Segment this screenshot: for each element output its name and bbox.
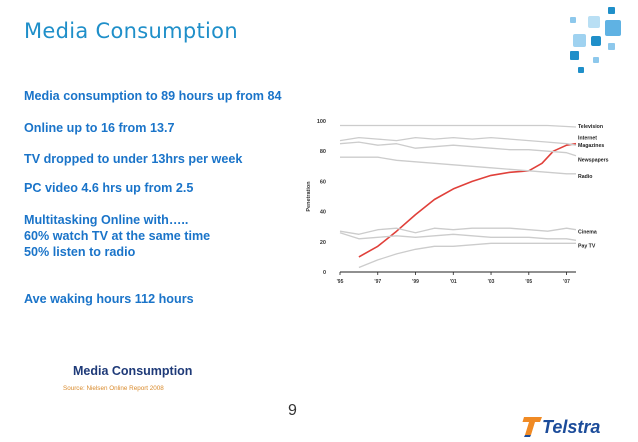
x-tick-label: '05 [525,279,532,285]
bullet-online: Online up to 16 from 13.7 [24,121,175,135]
deco-square [588,16,600,28]
source-note: Source: Nielsen Online Report 2008 [63,385,164,392]
bullet-pc-video: PC video 4.6 hrs up from 2.5 [24,181,194,195]
bullet-media-consumption: Media consumption to 89 hours up from 84 [24,89,282,103]
x-tick-label: '03 [488,279,495,285]
x-tick-label: '07 [563,279,570,285]
deco-square [578,67,584,73]
y-tick-label: 40 [320,210,326,216]
x-tick-label: '97 [374,279,381,285]
bullet-tv: TV dropped to under 13hrs per week [24,152,243,166]
x-tick-label: '95 [337,279,344,285]
telstra-logo-text: Telstra [542,417,600,437]
deco-square [593,57,599,63]
series-line-unnamed [339,232,577,241]
series-line-radio [340,156,576,175]
series-label-newspapers: Newspapers [578,158,609,164]
series-label-magazines: Magazines [578,143,604,149]
telstra-logo: Telstra [522,417,600,437]
x-tick-label: '01 [450,279,457,285]
deco-square [573,34,586,47]
media-penetration-chart: 0 20 40 60 80 100 Penetration '95 '97 '99 '01 '03 '0… [306,119,609,285]
bullet-waking-hours: Ave waking hours 112 hours [24,292,194,306]
series-label-internet: Internet [578,136,597,142]
figure-caption: Media Consumption [73,364,193,378]
bullet-multitasking: Multitasking Online with….. [24,213,189,227]
y-tick-label: 100 [317,119,326,125]
bullet-watch-tv: 60% watch TV at the same time [24,229,211,243]
deco-square [591,36,601,46]
series-line-cinema [339,227,577,235]
series-line-magazines [339,136,577,146]
y-tick-label: 60 [320,179,326,185]
series-label-television: Television [578,124,603,130]
bullet-listen-radio: 50% listen to radio [24,245,136,259]
deco-square [608,7,615,14]
series-label-pay-tv: Pay TV [578,243,596,249]
page-number: 9 [288,402,297,419]
telstra-logo-mark [522,417,542,437]
series-line-pay-tv [358,242,576,269]
y-tick-label: 20 [320,240,326,246]
deco-square [605,20,621,36]
series-label-radio: Radio [578,174,592,180]
y-tick-label: 80 [320,149,326,155]
y-axis-label: Penetration [306,181,312,212]
x-tick-label: '99 [412,279,419,285]
series-line-internet [358,142,577,258]
slide-title: Media Consumption [24,19,238,43]
series-line-television [340,124,577,128]
deco-square [608,43,615,50]
y-tick-label: 0 [323,270,326,276]
series-line-newspapers [339,141,577,157]
deco-square [570,17,576,23]
series-label-cinema: Cinema [578,230,597,236]
deco-square [570,51,579,60]
